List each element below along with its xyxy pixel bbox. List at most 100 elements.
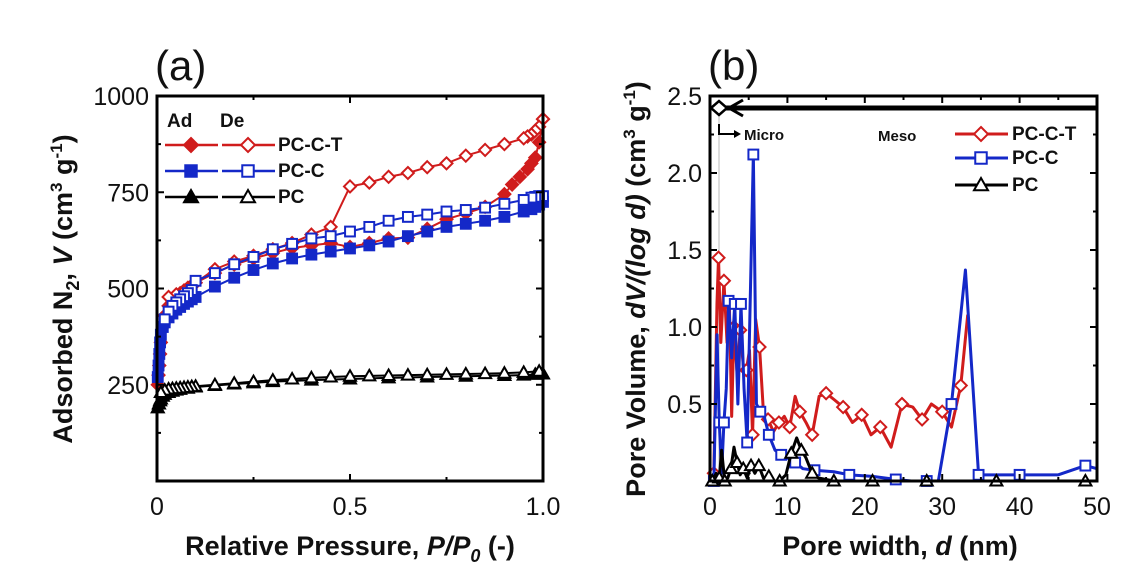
data-point [945,398,958,410]
data-point [363,239,376,252]
data-point [527,150,543,166]
y-tick-label: 0.5 [667,391,702,419]
series-pc-c [707,148,1098,487]
meso-label: Meso [878,128,916,145]
data-point [818,385,834,401]
data-point [207,376,223,391]
legend-header-ad: Ad [167,111,192,132]
legend-marker-de [239,136,257,154]
x-tick-label: 30 [928,493,956,521]
legend-marker [974,151,988,165]
data-point [496,365,513,379]
data-point [718,416,730,429]
data-point [477,365,493,380]
data-point [228,258,241,271]
data-point [361,367,378,382]
panel-a: (a) 0 0.5 1.0 250 500 750 1000 Ad De PC-C-T PC… [47,42,560,566]
data-point [517,194,530,206]
data-point [305,248,318,261]
data-point [843,468,856,481]
data-point [459,204,472,216]
data-point [872,419,888,435]
data-point [479,201,492,214]
data-point [344,225,356,238]
legend-label-pcc: PC-C [278,161,325,182]
data-point [401,210,414,223]
panel-b-xlabel: Pore width, d (nm) [782,531,1018,561]
panel-a-series-group [150,111,551,414]
data-point [459,217,472,230]
data-point [477,142,493,158]
data-point [419,366,435,381]
data-point [382,235,395,248]
data-point [792,404,808,420]
data-point [421,208,434,221]
y-tick-label: 250 [107,372,149,400]
data-point [401,230,414,243]
x-tick-label: 20 [851,493,879,521]
panel-a-label: (a) [155,42,206,89]
panel-b-series-group [704,148,1098,487]
meso-arrowhead-icon [725,98,744,118]
panel-b-legend: PC-C-T PC-C PC [955,124,1077,196]
data-point [762,428,775,441]
y-tick-label: 2.0 [667,160,702,188]
data-point [479,214,492,227]
x-tick-label: 0 [703,493,717,521]
data-point [761,468,777,482]
data-point [381,169,397,185]
data-point [382,214,395,227]
data-point [286,252,299,265]
data-point [324,230,337,243]
data-point [458,148,474,164]
y-tick-label: 2.5 [667,83,702,111]
y-tick-label: 1.0 [667,314,702,342]
pore-range-annotation: Micro Meso [709,98,1097,145]
panel-a-ylabel: Adsorbed N2, V (cm3 g-1) [47,134,83,443]
x-tick-label: 50 [1083,493,1111,521]
legend-marker-de [239,187,257,204]
panel-a-xlabel: Relative Pressure, P/P0 (-) [185,531,515,566]
legend-row-pc-c-t [165,136,275,154]
data-point [504,177,520,192]
data-point [804,465,820,479]
data-point [741,436,754,449]
data-point [496,136,512,152]
y-tick-label: 1000 [93,83,149,111]
data-point [458,365,474,380]
legend-b-label-pc: PC [1012,175,1039,196]
x-tick-label: 10 [773,493,801,521]
panel-b-ylabel: Pore Volume, dV/(log d) (cm3 g-1) [620,81,651,497]
data-point [228,271,241,284]
x-tick-label: 0.5 [333,493,368,521]
data-point [498,197,511,210]
legend-marker-ad [184,164,198,178]
y-tick-label: 1.5 [667,237,702,265]
data-point [247,251,260,263]
data-point [247,264,260,276]
x-tick-label: 0 [150,493,164,521]
data-point [953,378,969,393]
legend-marker-ad [182,187,200,204]
micro-label: Micro [744,127,784,144]
panel-b-label: (b) [708,42,759,89]
legend-marker-de [241,164,255,178]
data-point [835,399,851,415]
series-line [163,195,543,320]
data-point [751,457,767,472]
legend-marker-ad [182,136,200,154]
data-point [265,372,281,386]
data-point [400,367,416,381]
panel-a-legend: Ad De PC-C-T PC-C PC [165,111,343,208]
data-point [208,280,221,293]
data-point [914,411,930,427]
series-line [712,256,970,474]
data-point [440,220,453,233]
legend-b-row-pc [955,175,1008,192]
data-point [754,405,767,418]
data-point [439,155,454,171]
data-point [303,369,320,384]
legend-b-row-pc-c-t [955,125,1008,143]
data-point [516,130,532,146]
data-point [363,220,376,233]
